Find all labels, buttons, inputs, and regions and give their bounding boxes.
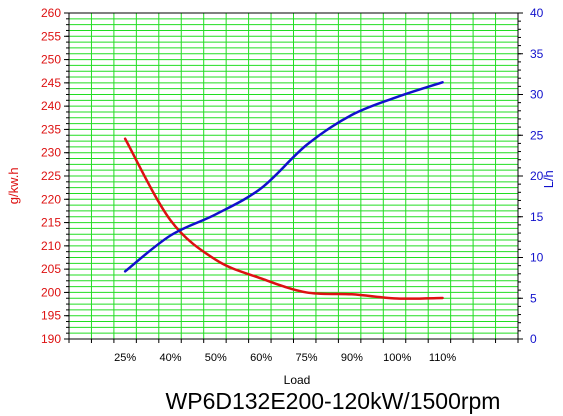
- left-axis-tick-label: 205: [41, 262, 61, 276]
- chart-caption: WP6D132E200-120kW/1500rpm: [166, 388, 501, 414]
- axis-lines: [64, 12, 523, 343]
- left-axis-tick-label: 235: [41, 122, 61, 136]
- right-axis-tick-label: 30: [530, 88, 544, 102]
- left-axis-tick-label: 190: [41, 332, 61, 346]
- series-line-right-axis: [123, 81, 444, 273]
- x-axis-tick-label: 40%: [159, 352, 181, 364]
- left-axis-tick-label: 225: [41, 169, 61, 183]
- left-axis-tick-label: 210: [41, 239, 61, 253]
- series-lines: [123, 81, 444, 300]
- left-axis-tick-label: 220: [41, 192, 61, 206]
- left-axis-tick-label: 250: [41, 53, 61, 67]
- x-axis-tick-label: 50%: [205, 352, 227, 364]
- right-axis-tick-label: 10: [530, 251, 544, 265]
- x-axis-tick-label: 75%: [296, 352, 318, 364]
- right-axis-tick-label: 15: [530, 210, 544, 224]
- x-axis-tick-label: 25%: [114, 352, 136, 364]
- x-axis-title: Load: [284, 373, 311, 387]
- left-axis-tick-label: 230: [41, 146, 61, 160]
- x-axis-tick-label: 100%: [383, 352, 411, 364]
- x-axis-tick-label: 60%: [250, 352, 272, 364]
- grid-lines: [69, 13, 518, 339]
- left-axis-tick-label: 260: [41, 6, 61, 20]
- left-axis-tick-label: 245: [41, 76, 61, 90]
- right-axis-tick-label: 25: [530, 128, 544, 142]
- right-axis-tick-label: 40: [530, 6, 544, 20]
- left-axis-tick-label: 255: [41, 29, 61, 43]
- right-axis-tick-label: 35: [530, 47, 544, 61]
- x-axis-tick-label: 110%: [429, 352, 457, 364]
- x-axis-tick-label: 90%: [341, 352, 363, 364]
- right-axis-tick-label: 0: [530, 332, 537, 346]
- left-axis-tick-label: 215: [41, 216, 61, 230]
- series-line-left-axis: [123, 137, 444, 300]
- left-axis-tick-label: 200: [41, 285, 61, 299]
- tick-labels: 1901952002052102152202252302352402452502…: [41, 6, 544, 364]
- right-axis-title: L/h: [541, 170, 556, 188]
- right-axis-tick-label: 5: [530, 291, 537, 305]
- left-axis-title: g/kw.h: [6, 167, 21, 204]
- left-axis-tick-label: 195: [41, 309, 61, 323]
- left-axis-tick-label: 240: [41, 99, 61, 113]
- right-axis-tick-label: 20: [530, 169, 544, 183]
